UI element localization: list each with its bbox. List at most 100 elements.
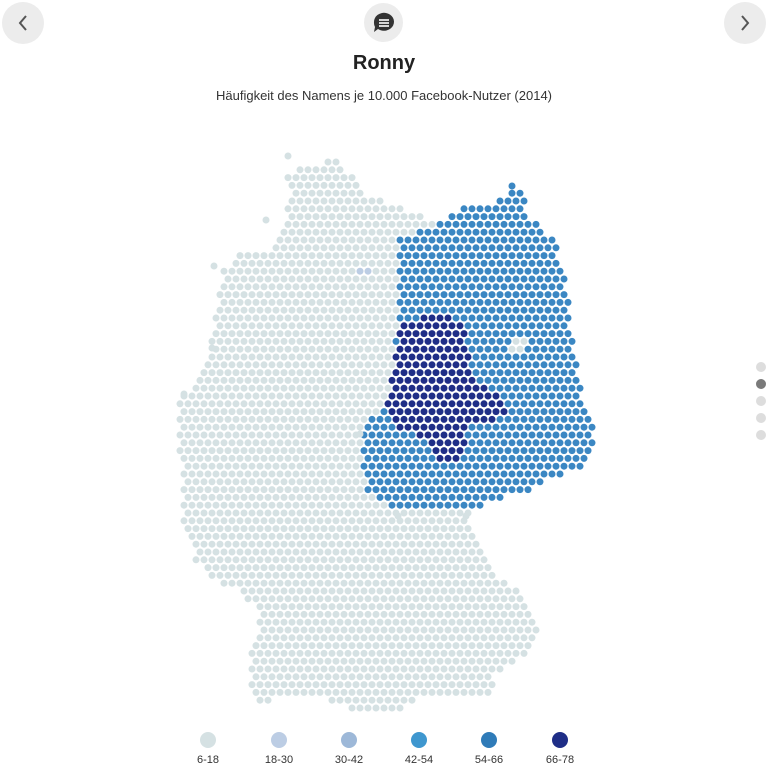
map-dot xyxy=(408,696,416,704)
map-dot xyxy=(548,392,556,400)
map-dot xyxy=(520,353,528,361)
map-dot xyxy=(276,657,284,665)
map-dot xyxy=(340,298,348,306)
map-dot xyxy=(184,462,192,470)
map-dot xyxy=(444,688,452,696)
map-dot xyxy=(228,579,236,587)
map-dot xyxy=(396,673,404,681)
map-dot xyxy=(456,369,464,377)
map-dot xyxy=(332,361,340,369)
map-dot xyxy=(260,330,268,338)
map-dot xyxy=(328,306,336,314)
map-dot xyxy=(468,579,476,587)
map-dot xyxy=(328,337,336,345)
map-dot xyxy=(452,267,460,275)
prev-button[interactable] xyxy=(2,2,44,44)
map-dot xyxy=(300,189,308,197)
map-dot xyxy=(256,353,264,361)
map-dot xyxy=(360,634,368,642)
page-dot-1[interactable] xyxy=(756,362,766,372)
map-dot xyxy=(432,306,440,314)
map-dot xyxy=(416,478,424,486)
map-dot xyxy=(268,454,276,462)
map-dot xyxy=(284,501,292,509)
map-dot xyxy=(532,298,540,306)
map-dot xyxy=(376,603,384,611)
map-dot xyxy=(220,439,228,447)
map-dot xyxy=(412,626,420,634)
map-dot xyxy=(248,353,256,361)
map-dot xyxy=(336,337,344,345)
map-dot xyxy=(228,517,236,525)
map-dot xyxy=(344,478,352,486)
map-dot xyxy=(376,540,384,548)
page-dot-3[interactable] xyxy=(756,396,766,406)
map-dot xyxy=(380,688,388,696)
map-dot xyxy=(296,431,304,439)
map-dot xyxy=(240,384,248,392)
map-dot xyxy=(344,649,352,657)
map-dot xyxy=(452,361,460,369)
map-dot xyxy=(444,626,452,634)
map-dot xyxy=(452,376,460,384)
page-dot-5[interactable] xyxy=(756,430,766,440)
map-dot xyxy=(480,415,488,423)
page-dot-4[interactable] xyxy=(756,413,766,423)
map-dot xyxy=(408,525,416,533)
map-dot xyxy=(528,462,536,470)
map-dot xyxy=(392,681,400,689)
map-dot xyxy=(340,532,348,540)
map-dot xyxy=(332,376,340,384)
next-button[interactable] xyxy=(724,2,766,44)
map-dot xyxy=(260,267,268,275)
map-dot xyxy=(208,525,216,533)
map-dot xyxy=(564,361,572,369)
map-dot xyxy=(540,283,548,291)
map-dot xyxy=(328,447,336,455)
map-dot xyxy=(268,626,276,634)
map-dot xyxy=(308,220,316,228)
map-dot xyxy=(512,634,520,642)
map-dot xyxy=(328,681,336,689)
map-dot xyxy=(284,152,292,160)
map-dot xyxy=(412,486,420,494)
map-dot xyxy=(396,501,404,509)
map-dot xyxy=(388,657,396,665)
map-dot xyxy=(524,454,532,462)
map-dot xyxy=(300,298,308,306)
map-dot xyxy=(516,376,524,384)
map-dot xyxy=(272,431,280,439)
map-dot xyxy=(248,400,256,408)
map-dot xyxy=(360,509,368,517)
map-dot xyxy=(220,298,228,306)
map-dot xyxy=(412,330,420,338)
map-dot xyxy=(244,454,252,462)
map-dot xyxy=(252,408,260,416)
map-dot xyxy=(520,478,528,486)
map-dot xyxy=(244,267,252,275)
page-dot-2[interactable] xyxy=(756,379,766,389)
map-dot xyxy=(192,384,200,392)
map-dot xyxy=(276,423,284,431)
map-dot xyxy=(452,610,460,618)
map-dot xyxy=(296,166,304,174)
map-dot xyxy=(288,618,296,626)
map-dot xyxy=(356,376,364,384)
map-dot xyxy=(456,337,464,345)
map-dot xyxy=(376,400,384,408)
map-dot xyxy=(448,634,456,642)
map-dot xyxy=(208,478,216,486)
map-dot xyxy=(376,681,384,689)
map-dot xyxy=(496,337,504,345)
map-dot xyxy=(276,283,284,291)
map-dot xyxy=(416,493,424,501)
map-dot xyxy=(472,447,480,455)
map-dot xyxy=(296,556,304,564)
map-dot xyxy=(304,447,312,455)
map-dot xyxy=(292,657,300,665)
comment-button[interactable] xyxy=(364,3,403,42)
map-dot xyxy=(308,688,316,696)
map-dot xyxy=(212,501,220,509)
map-dot xyxy=(280,228,288,236)
map-dot xyxy=(340,454,348,462)
